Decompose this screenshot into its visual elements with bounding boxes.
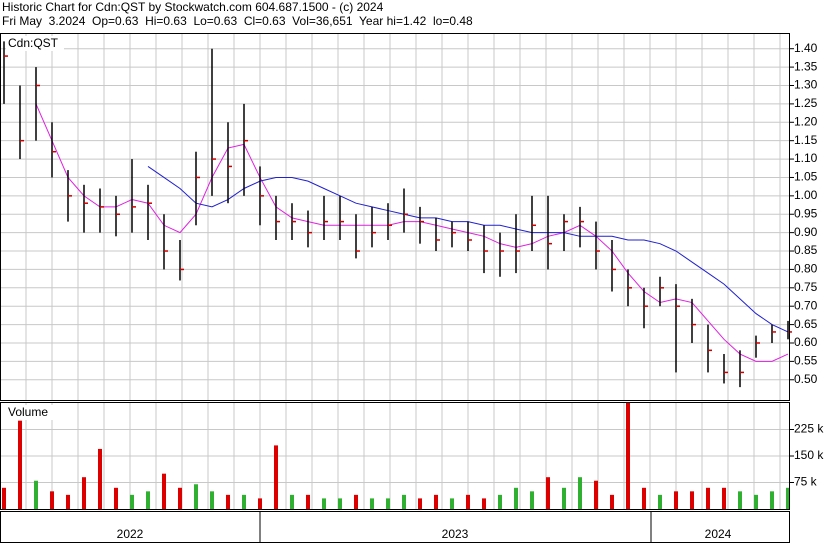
y-tick-label: 1.20 bbox=[794, 114, 818, 128]
volume-bar bbox=[722, 487, 726, 509]
volume-bar bbox=[18, 420, 22, 509]
volume-bar bbox=[610, 494, 614, 509]
volume-bar bbox=[178, 487, 182, 509]
volume-bar bbox=[706, 487, 710, 509]
y-tick-label: 0.50 bbox=[794, 372, 818, 386]
y-tick-label: 1.25 bbox=[794, 96, 818, 110]
volume-bar bbox=[786, 487, 790, 509]
volume-bar bbox=[450, 498, 454, 509]
y-tick-label: 1.40 bbox=[794, 41, 818, 55]
y-tick-label: 0.75 bbox=[794, 280, 818, 294]
y-tick-label: 0.80 bbox=[794, 262, 818, 276]
volume-bar bbox=[434, 494, 438, 509]
volume-bar bbox=[674, 491, 678, 509]
volume-bar bbox=[210, 491, 214, 509]
y-tick-label: 75 k bbox=[794, 475, 818, 489]
volume-bar bbox=[306, 494, 310, 509]
price-frame bbox=[0, 33, 790, 401]
y-tick-label: 1.05 bbox=[794, 170, 818, 184]
volume-bar bbox=[690, 491, 694, 509]
x-label: 2023 bbox=[442, 527, 469, 541]
volume-bar bbox=[546, 477, 550, 509]
volume-bar bbox=[66, 494, 70, 509]
volume-bar bbox=[2, 487, 6, 509]
volume-bar bbox=[386, 498, 390, 509]
volume-bar bbox=[50, 491, 54, 509]
header-title: Historic Chart for Cdn:QST by Stockwatch… bbox=[2, 0, 384, 14]
y-tick-label: 0.85 bbox=[794, 243, 818, 257]
y-tick-label: 0.90 bbox=[794, 225, 818, 239]
volume-bar bbox=[466, 494, 470, 509]
volume-bar bbox=[642, 487, 646, 509]
volume-bar bbox=[658, 494, 662, 509]
volume-bar bbox=[738, 491, 742, 509]
y-tick-label: 0.65 bbox=[794, 317, 818, 331]
volume-bar bbox=[578, 477, 582, 509]
volume-bar bbox=[194, 484, 198, 509]
y-tick-label: 0.55 bbox=[794, 354, 818, 368]
volume-bar bbox=[82, 477, 86, 509]
volume-bar bbox=[482, 498, 486, 509]
y-tick-label: 1.00 bbox=[794, 188, 818, 202]
volume-bar bbox=[354, 494, 358, 509]
volume-bar bbox=[34, 480, 38, 509]
y-tick-label: 1.15 bbox=[794, 133, 818, 147]
volume-bar bbox=[98, 448, 102, 509]
y-tick-label: 1.30 bbox=[794, 78, 818, 92]
y-tick-label: 1.35 bbox=[794, 59, 818, 73]
volume-bar bbox=[274, 445, 278, 509]
volume-bar bbox=[162, 473, 166, 509]
volume-bar bbox=[418, 498, 422, 509]
header-quote: Fri May 3.2024 Op=0.63 Hi=0.63 Lo=0.63 C… bbox=[2, 14, 473, 28]
volume-bar bbox=[226, 494, 230, 509]
y-tick-label: 0.60 bbox=[794, 335, 818, 349]
volume-frame bbox=[0, 402, 790, 510]
price-label: Cdn:QST bbox=[8, 36, 59, 50]
y-tick-label: 0.70 bbox=[794, 298, 818, 312]
volume-bar bbox=[498, 494, 502, 509]
volume-bar bbox=[242, 494, 246, 509]
volume-bar bbox=[530, 491, 534, 509]
volume-bar bbox=[258, 498, 262, 509]
volume-bar bbox=[594, 480, 598, 509]
volume-bar bbox=[562, 487, 566, 509]
x-label: 2024 bbox=[705, 527, 732, 541]
volume-bar bbox=[402, 494, 406, 509]
volume-label: Volume bbox=[8, 405, 48, 419]
label-bg bbox=[6, 36, 64, 51]
moving-average bbox=[35, 103, 789, 362]
volume-bar bbox=[370, 498, 374, 509]
volume-bar bbox=[146, 491, 150, 509]
volume-bar bbox=[130, 494, 134, 509]
volume-bar bbox=[626, 403, 630, 509]
y-tick-label: 1.10 bbox=[794, 151, 818, 165]
volume-bar bbox=[290, 494, 294, 509]
volume-bar bbox=[770, 491, 774, 509]
label-bg bbox=[6, 405, 56, 420]
volume-bar bbox=[114, 487, 118, 509]
y-tick-label: 225 k bbox=[794, 422, 824, 436]
volume-bar bbox=[338, 498, 342, 509]
x-label: 2022 bbox=[117, 527, 144, 541]
volume-bar bbox=[514, 487, 518, 509]
y-tick-label: 0.95 bbox=[794, 206, 818, 220]
volume-bar bbox=[322, 498, 326, 509]
volume-bar bbox=[754, 494, 758, 509]
y-tick-label: 150 k bbox=[794, 448, 824, 462]
